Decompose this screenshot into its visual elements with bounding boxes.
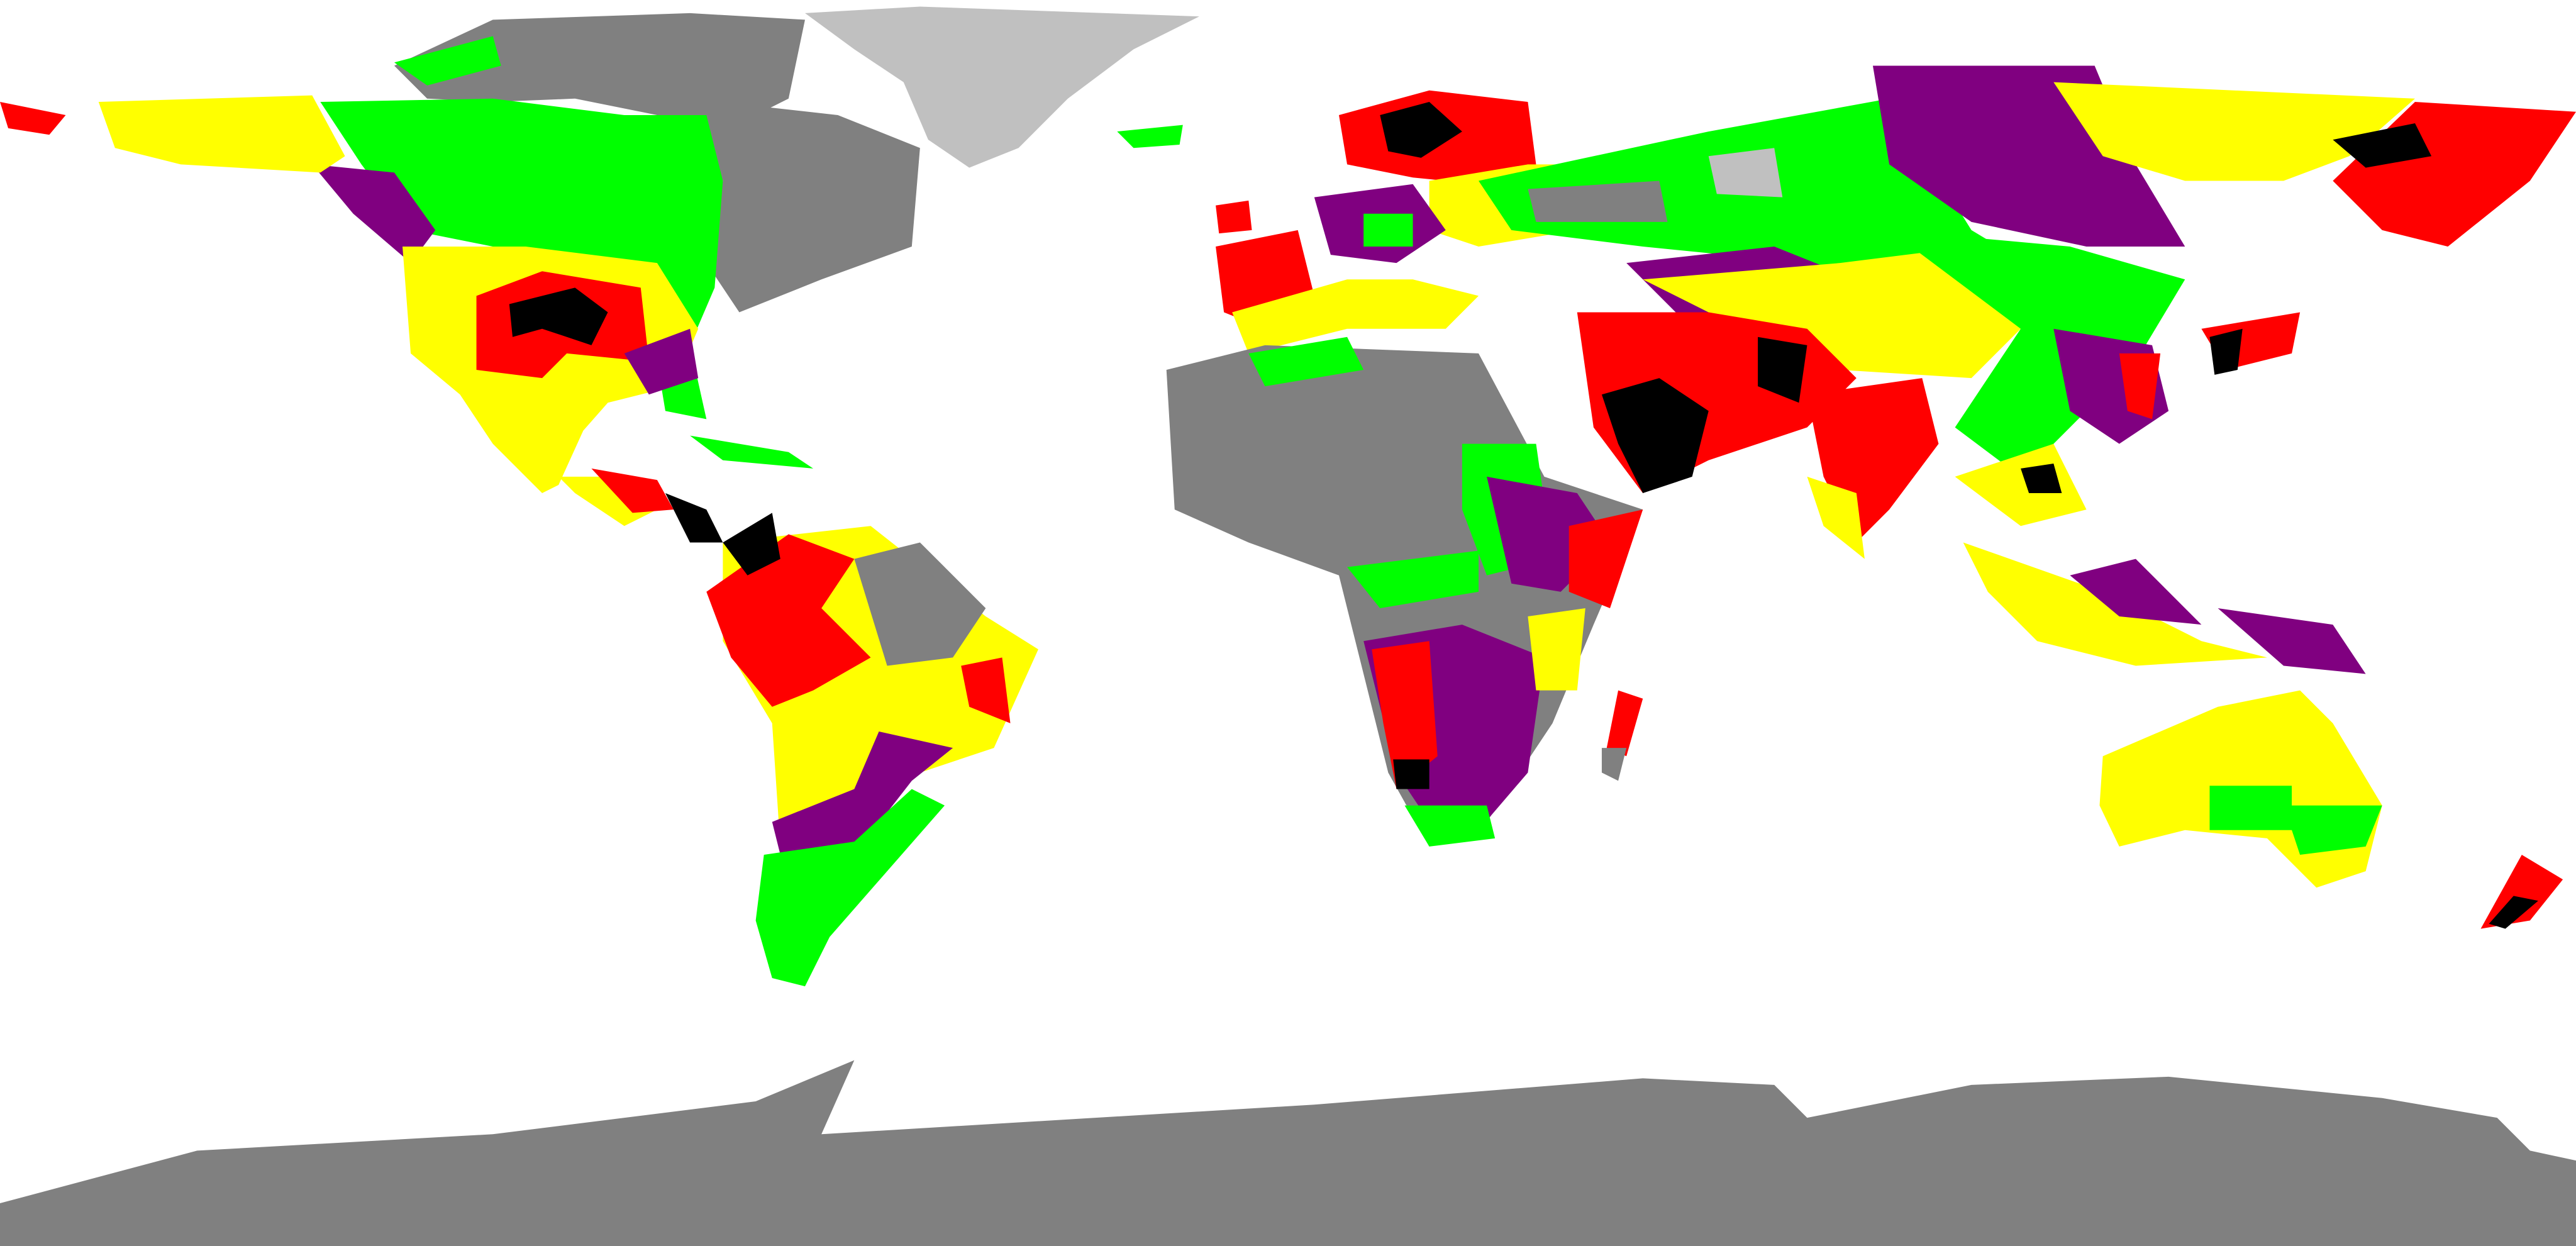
region [1708,148,1783,197]
region [1643,247,2021,379]
region [1601,748,1627,781]
region [723,513,780,576]
region [805,6,1199,168]
region [961,657,1011,723]
region [1528,181,1668,222]
region [2489,896,2538,929]
region [2053,82,2415,181]
region [98,95,345,173]
region [2333,123,2432,168]
region [1758,337,1807,403]
region [2070,559,2202,625]
region [1347,550,1479,608]
region [690,98,920,313]
region [1404,805,1496,847]
region [509,287,608,345]
region [2209,786,2382,855]
region [2480,854,2563,929]
region [706,534,871,707]
region [1372,641,1438,789]
region [2119,353,2161,420]
region [854,542,986,666]
region [1393,759,1430,789]
region [320,98,723,420]
region [0,1060,2576,1246]
region [1807,476,1865,559]
region [492,411,657,526]
region [2218,608,2366,674]
region [624,328,699,395]
region [1955,443,2087,526]
region [1889,230,2185,477]
region [1216,200,1252,234]
region [1601,378,1709,494]
region [394,36,501,86]
region [312,164,436,264]
region [0,102,66,135]
region [1606,690,1643,757]
region [2209,328,2243,375]
region [1363,213,1413,247]
region [591,468,674,513]
region [1248,337,1364,387]
region [1232,279,1479,353]
region [755,789,945,987]
region [665,493,723,543]
region [2021,463,2062,494]
region [1528,608,1585,691]
region [1568,509,1643,608]
region [1380,102,1462,158]
region [690,435,814,469]
region [1117,125,1183,148]
region [772,731,953,855]
